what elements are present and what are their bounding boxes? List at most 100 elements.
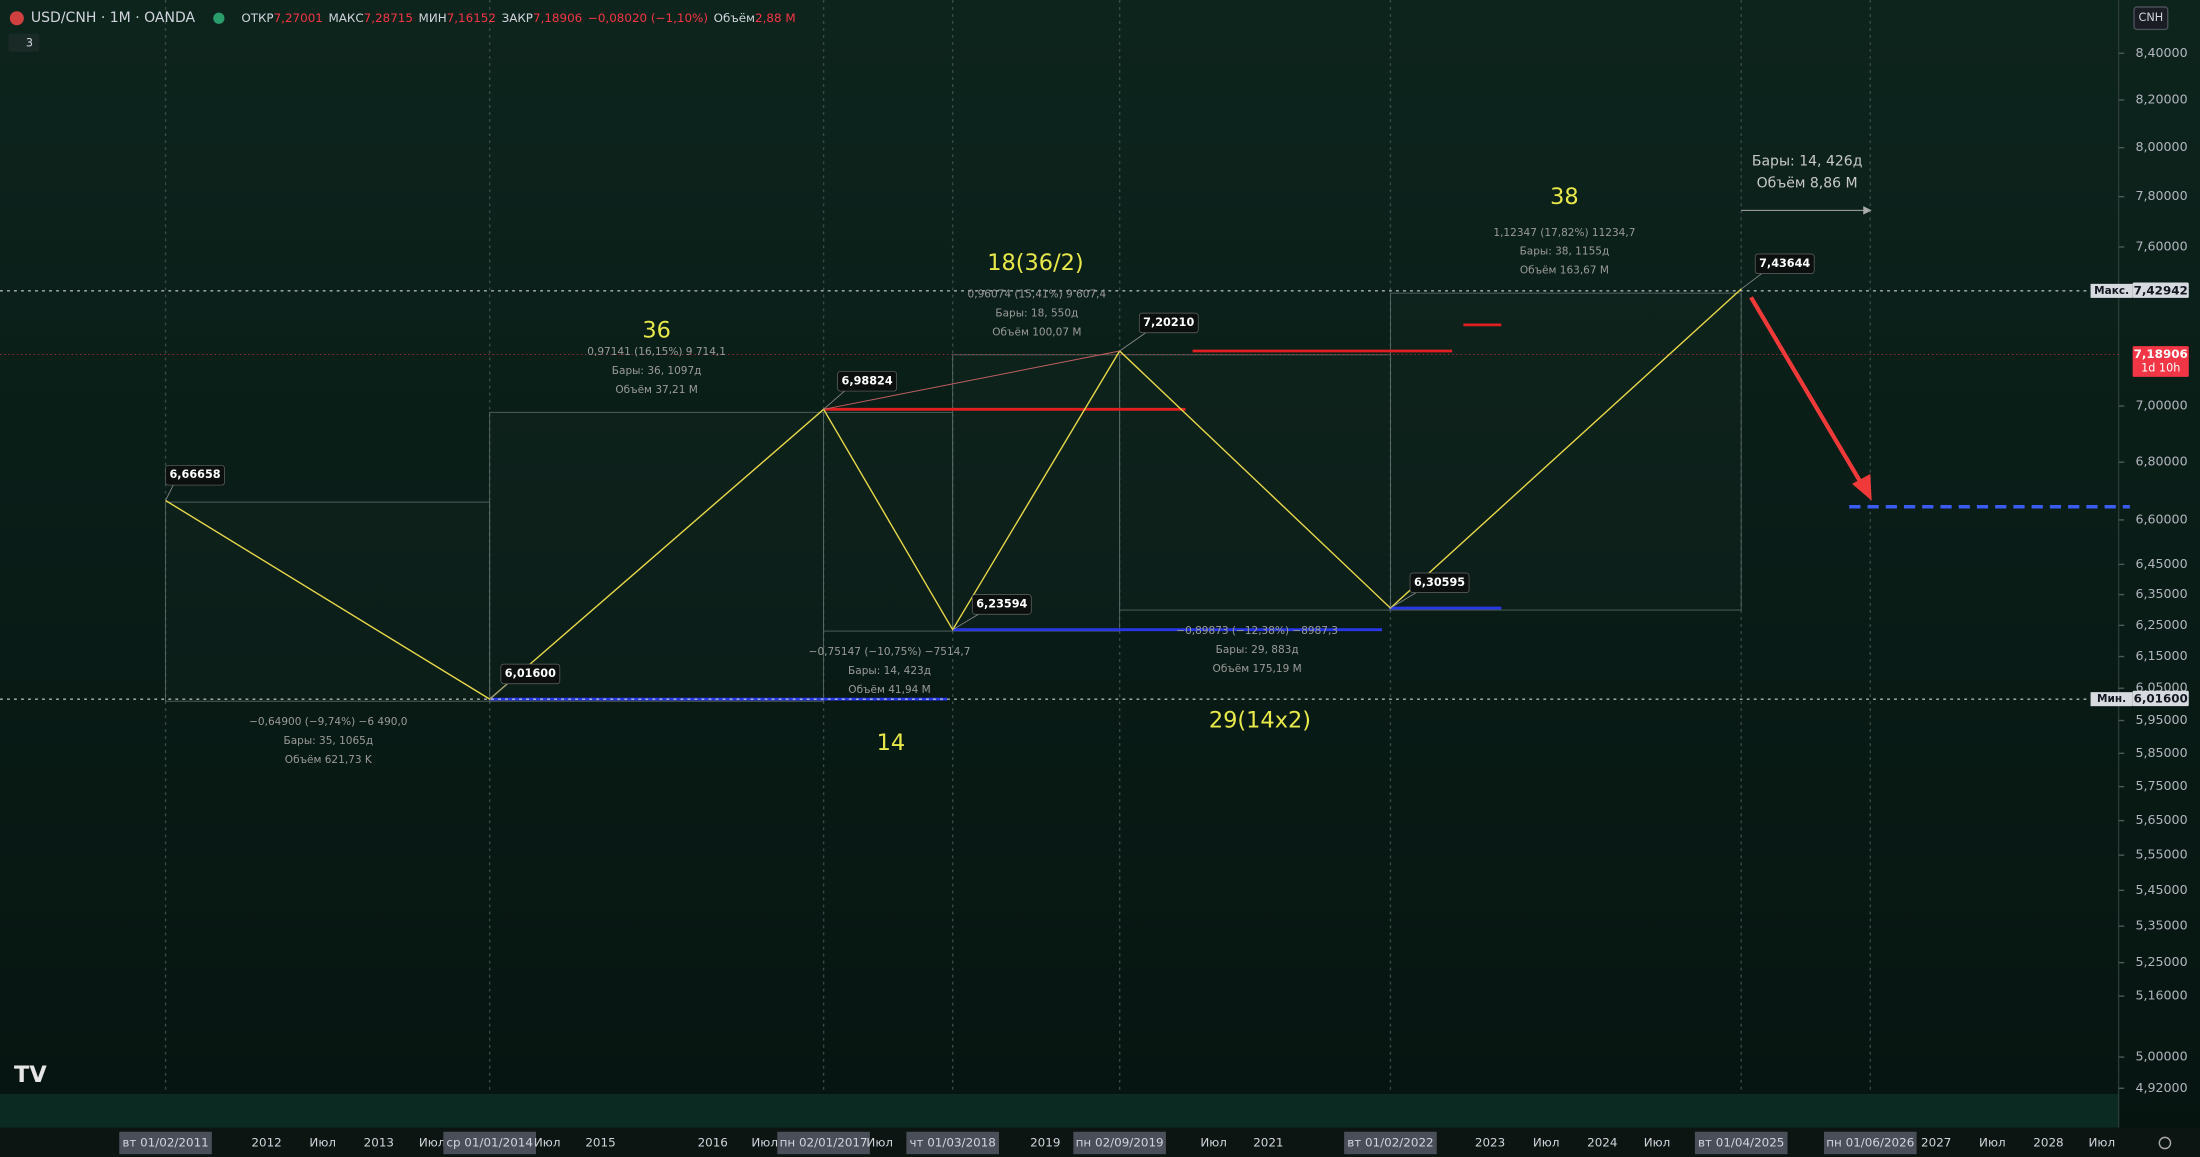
measure-text: Бары: 35, 1065д (283, 735, 373, 747)
measure-box (823, 411, 954, 632)
pivot-label: 6,66658 (169, 468, 220, 481)
measure-text: −0,89873 (−12,38%) −8987,3 (1176, 625, 1338, 637)
time-label: чт 01/03/2018 (909, 1135, 995, 1149)
price-badge-name: Макс. (2094, 285, 2129, 297)
time-label: 2013 (364, 1135, 394, 1149)
price-tick-label: 5,65000 (2135, 812, 2187, 827)
count-annotation: 14 (877, 730, 906, 756)
indicators-toggle[interactable] (8, 33, 40, 52)
currency-button[interactable] (2133, 6, 2169, 31)
price-tick-label: 7,00000 (2135, 398, 2187, 413)
time-label: Июл (309, 1135, 336, 1149)
settings-icon[interactable] (2158, 1136, 2172, 1150)
time-label-bg (443, 1131, 536, 1155)
measure-text: Бары: 38, 1155д (1520, 246, 1610, 258)
time-label-bg (1694, 1131, 1788, 1155)
pivot-box (837, 371, 897, 392)
time-label: 2021 (1253, 1135, 1283, 1149)
measure-text: −0,64900 (−9,74%) −6 490,0 (249, 716, 407, 728)
measure-text: Объём 41,94 M (848, 684, 930, 696)
pivot-box (1409, 572, 1470, 594)
price-tick-label: 5,00000 (2135, 1049, 2187, 1064)
symbol-title: USD/CNH · 1M · OANDA (31, 10, 196, 26)
price-badge-label: 6,01600 (2134, 692, 2188, 706)
price-tick-label: 5,55000 (2135, 847, 2187, 862)
price-tick-label: 6,25000 (2135, 617, 2187, 632)
price-tick-label: 5,75000 (2135, 778, 2187, 793)
time-label: Июл (751, 1135, 778, 1149)
projection-arrow-head (1863, 206, 1872, 215)
measure-text: Объём 621,73 K (285, 754, 373, 766)
price-tick-label: 6,60000 (2135, 511, 2187, 526)
time-label: Июл (1644, 1135, 1671, 1149)
pivot-pointer (1740, 271, 1764, 290)
pivot-box (500, 663, 561, 685)
count-annotation: 38 (1550, 184, 1579, 210)
time-label: вт 01/02/2011 (122, 1135, 208, 1149)
measure-box (952, 354, 1121, 632)
price-badge-extra: 1d 10h (2141, 362, 2180, 375)
price-badge-label: 7,18906 (2134, 347, 2188, 361)
price-tick-label: 7,80000 (2135, 188, 2187, 203)
price-tick-label: 6,80000 (2135, 454, 2187, 469)
ohlc-line: ОТКР7,27001 МАКС7,28715 МИН7,16152 ЗАКР7,18… (241, 11, 795, 25)
measure-text: Бары: 29, 883д (1216, 644, 1299, 656)
price-tick-label: 7,60000 (2135, 238, 2187, 253)
ohlc-label: МАКС (328, 11, 363, 25)
price-badge (2132, 282, 2189, 298)
time-label: ср 01/01/2014 (446, 1135, 533, 1149)
pivot-label: 7,43644 (1759, 257, 1810, 270)
forecast-arrow-head (1852, 474, 1872, 501)
time-label: пн 02/01/2017 (780, 1135, 868, 1149)
measure-text: −0,75147 (−10,75%) −7514,7 (809, 646, 971, 658)
pivot-pointer (165, 483, 175, 501)
time-label: вт 01/02/2022 (1347, 1135, 1433, 1149)
price-badge-label: 7,42942 (2134, 283, 2188, 297)
pivot-box (1138, 312, 1199, 334)
ohlc-label: ЗАКР (502, 11, 533, 25)
time-label: Июл (866, 1135, 893, 1149)
volume-value: 2,88 M (755, 11, 796, 25)
time-label: 2012 (251, 1135, 281, 1149)
price-tick-label: 5,45000 (2135, 882, 2187, 897)
time-label: 2024 (1587, 1135, 1617, 1149)
price-tick-label: 8,00000 (2135, 139, 2187, 154)
time-label: Июл (2089, 1135, 2116, 1149)
time-label: Июл (1533, 1135, 1560, 1149)
pivot-label: 6,98824 (842, 374, 893, 387)
indicators-count: 3 (26, 36, 33, 49)
time-label: 2016 (698, 1135, 728, 1149)
measure-box (165, 501, 491, 702)
price-tick-label: 5,16000 (2135, 988, 2187, 1003)
time-label: Июл (1200, 1135, 1227, 1149)
price-tick-label: 8,20000 (2135, 91, 2187, 106)
measure-text: Объём 175,19 M (1213, 663, 1302, 675)
time-label-bg (1344, 1131, 1437, 1155)
time-label: вт 01/04/2025 (1698, 1135, 1784, 1149)
pivot-pointer (823, 389, 847, 410)
ohlc-label: ОТКР (241, 11, 273, 25)
time-label: 2027 (1921, 1135, 1951, 1149)
pivot-box (165, 465, 225, 486)
price-tick-label: 5,85000 (2135, 745, 2187, 760)
measure-box (1390, 292, 1742, 611)
count-annotation: 36 (642, 317, 671, 343)
time-label: Июл (419, 1135, 446, 1149)
measure-box (489, 411, 825, 702)
time-label-bg (1073, 1131, 1166, 1155)
ohlc-label: МИН (419, 11, 447, 25)
pivot-pointer (1119, 331, 1148, 352)
ohlc-value: 7,16152 (447, 11, 496, 25)
time-label: Июл (534, 1135, 561, 1149)
symbol-icon (9, 11, 24, 26)
measure-text: Бары: 18, 550д (995, 307, 1078, 319)
price-badge-name: Мин. (2097, 693, 2126, 705)
pivot-label: 6,30595 (1414, 576, 1465, 589)
pivot-box (971, 594, 1032, 615)
price-badge-name-bg (2090, 692, 2133, 707)
count-annotation: 18(36/2) (987, 250, 1083, 276)
price-badge-name-bg (2090, 283, 2133, 298)
